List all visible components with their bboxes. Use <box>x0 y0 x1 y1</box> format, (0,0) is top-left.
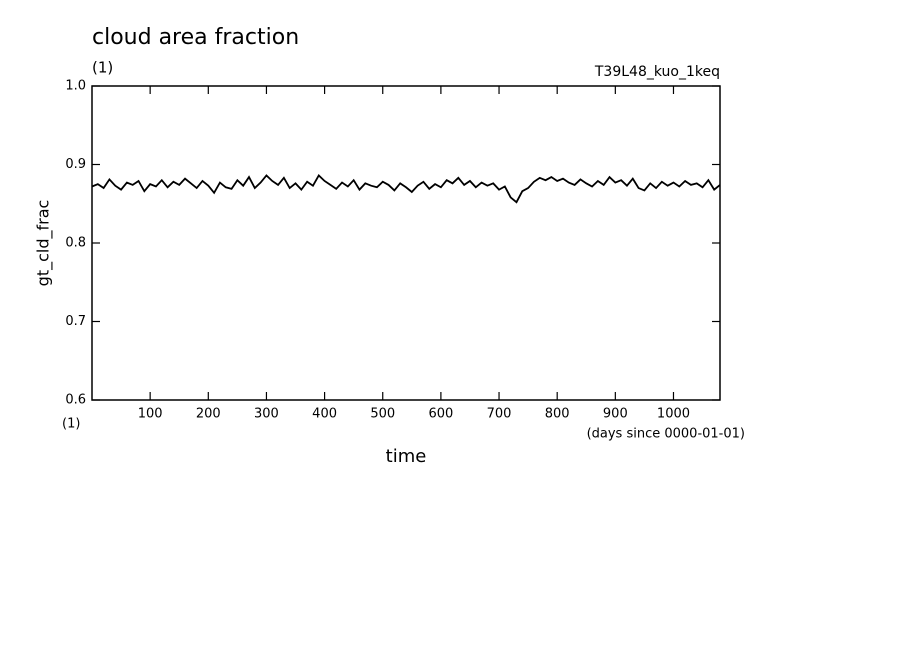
x-tick-label: 700 <box>487 407 512 422</box>
run-label: T39L48_kuo_1keq <box>594 64 720 80</box>
x-tick-label: 800 <box>545 407 570 422</box>
y-tick-label: 0.9 <box>65 157 86 172</box>
x-unit: (1) <box>62 417 80 432</box>
chart-subtitle: (1) <box>92 59 113 77</box>
x-tick-label: 600 <box>428 407 453 422</box>
chart-title: cloud area fraction <box>92 25 299 50</box>
x-tick-label: 400 <box>312 407 337 422</box>
y-tick-label: 1.0 <box>65 79 86 94</box>
data-line <box>91 174 721 204</box>
x-tick-label: 900 <box>603 407 628 422</box>
plot-frame <box>91 85 721 401</box>
y-axis-label: gt_cld_frac <box>34 200 54 287</box>
x-tick-label: 300 <box>254 407 279 422</box>
y-tick-label: 0.8 <box>65 236 86 251</box>
y-tick-label: 0.6 <box>65 393 86 408</box>
x-tick-label: 1000 <box>657 407 690 422</box>
x-note: (days since 0000-01-01) <box>587 427 745 442</box>
y-tick-label: 0.7 <box>65 314 86 329</box>
x-tick-label: 200 <box>196 407 221 422</box>
x-tick-label: 100 <box>138 407 163 422</box>
x-axis-label: time <box>386 446 427 467</box>
x-tick-label: 500 <box>370 407 395 422</box>
